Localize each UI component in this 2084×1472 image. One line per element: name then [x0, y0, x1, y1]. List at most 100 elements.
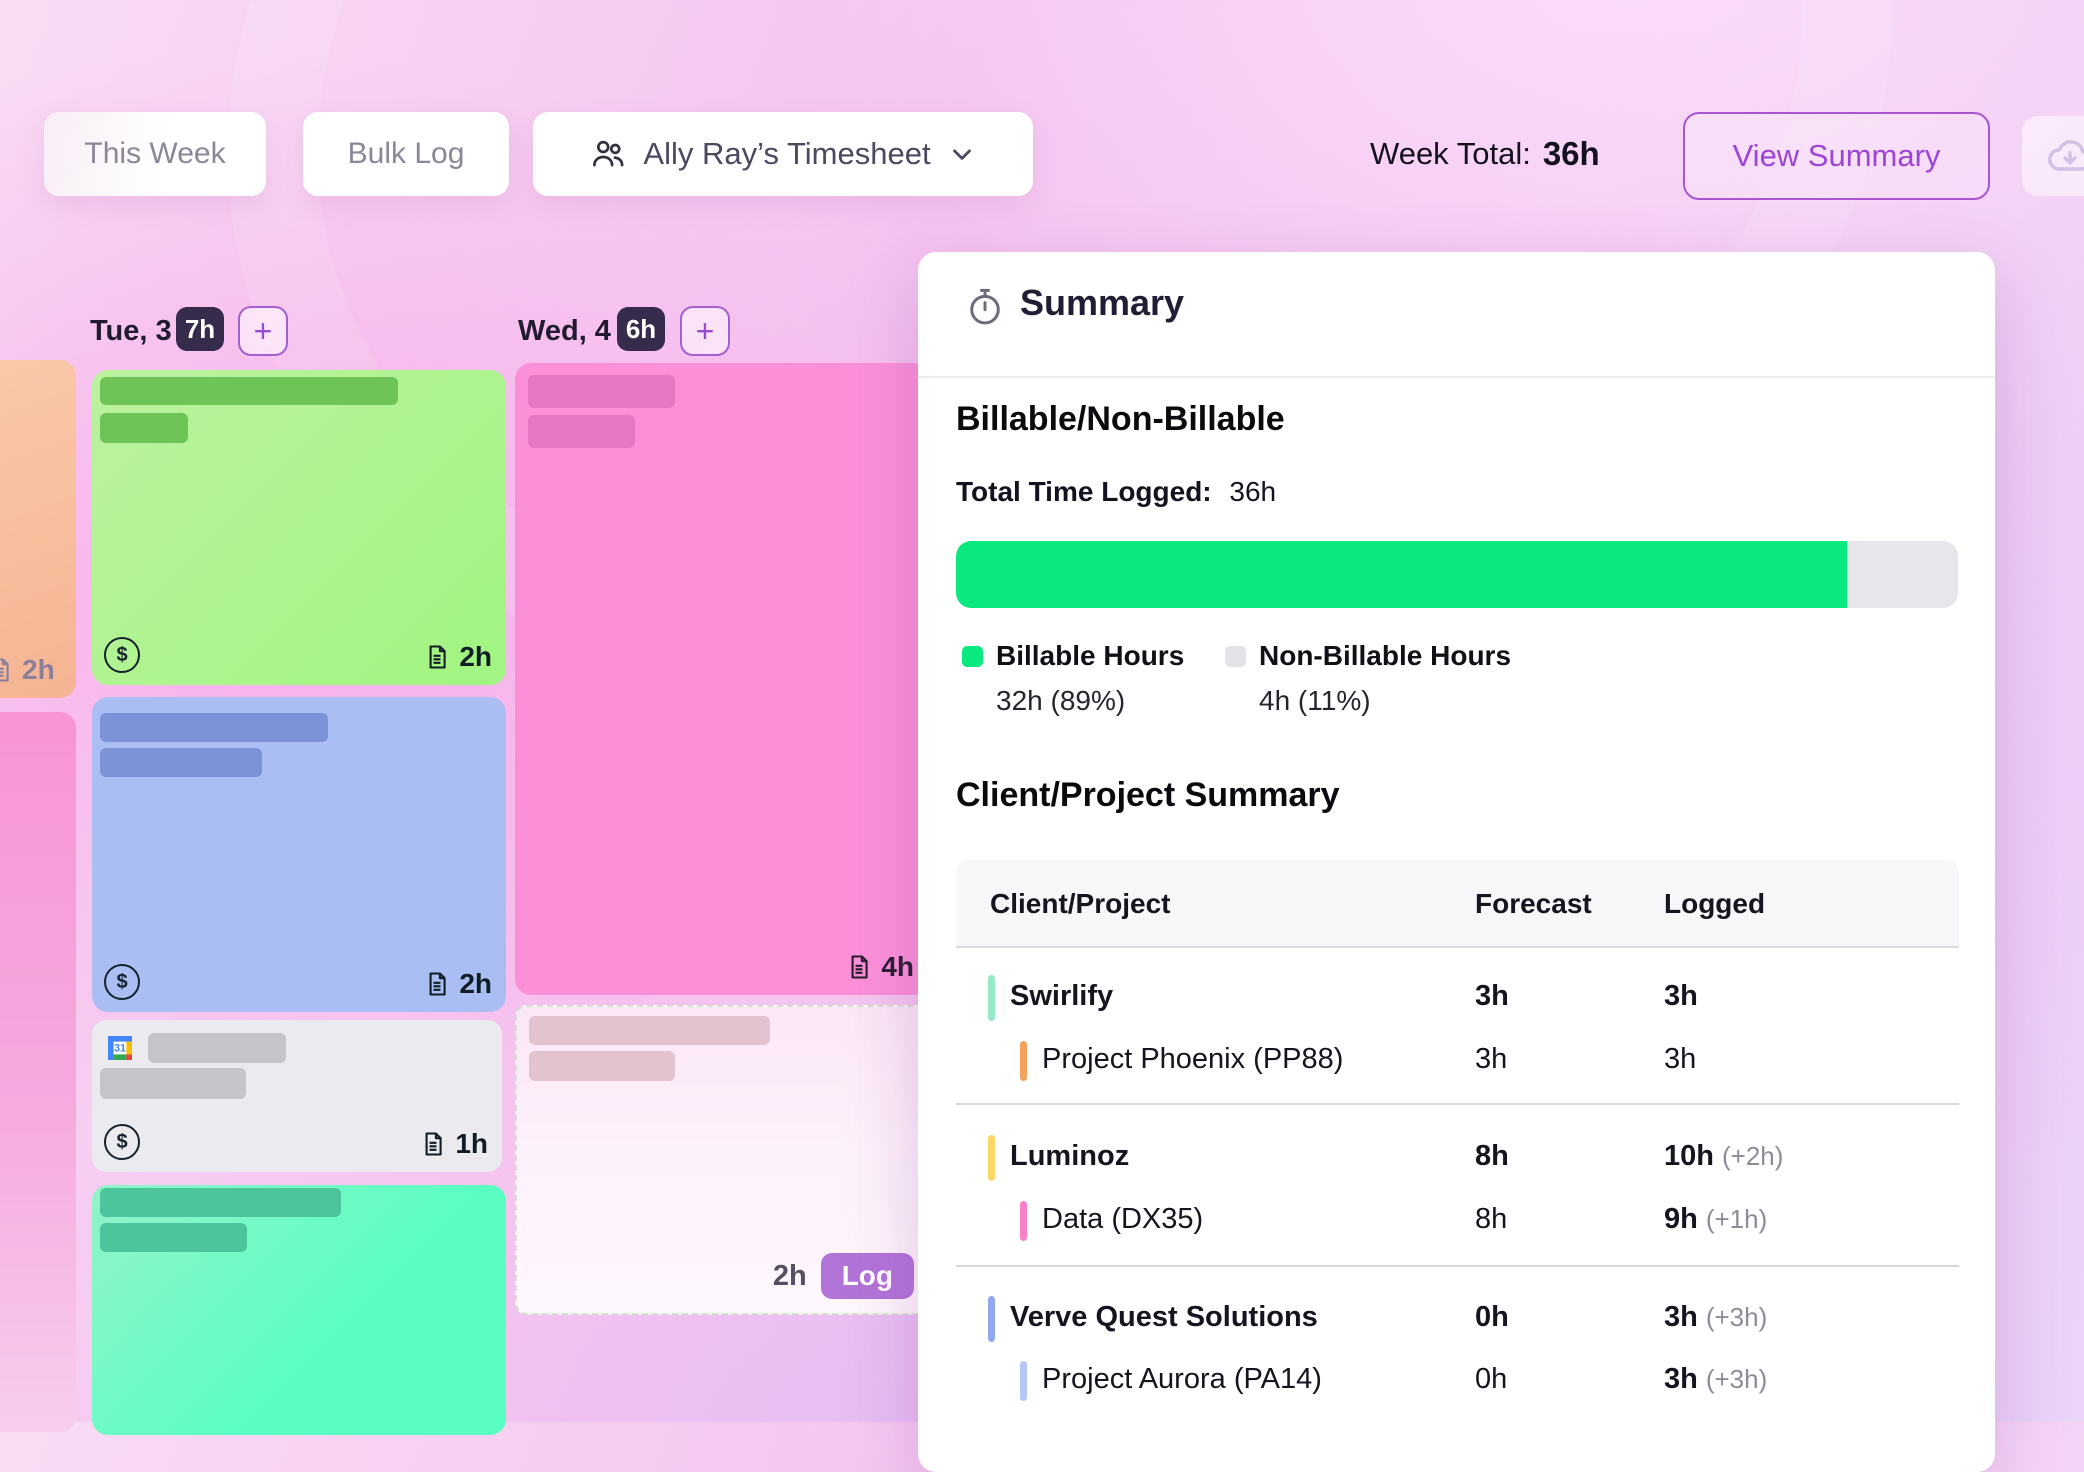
redacted-text-bar	[528, 415, 635, 448]
table-row-project: Project Aurora (PA14) 0h 3h (+3h)	[956, 1355, 1959, 1407]
add-entry-button-wed[interactable]: +	[680, 306, 730, 356]
stopwatch-icon	[964, 286, 1006, 328]
billable-icon: $	[104, 637, 140, 673]
google-calendar-icon: 31	[104, 1032, 136, 1064]
table-row-client: Verve Quest Solutions 0h 3h (+3h)	[956, 1293, 1959, 1345]
project-color-bar	[1020, 1361, 1027, 1401]
col-client-project: Client/Project	[990, 888, 1171, 919]
client-color-bar	[988, 1135, 995, 1181]
plus-icon: +	[253, 313, 273, 349]
billable-progress-fill	[956, 541, 1847, 608]
add-entry-button-tue[interactable]: +	[238, 306, 288, 356]
note-icon	[0, 656, 14, 684]
billable-progress-bar	[956, 541, 1958, 608]
summary-panel: Summary Billable/Non-Billable Total Time…	[918, 252, 1995, 1472]
svg-text:31: 31	[114, 1043, 126, 1055]
this-week-label: This Week	[84, 137, 226, 170]
redacted-text-bar	[100, 713, 328, 742]
time-entry-block-calendar-event[interactable]: 31 $ 1h	[92, 1020, 502, 1172]
note-icon	[423, 970, 451, 998]
logged-value: 3h	[1664, 980, 1698, 1012]
note-icon	[423, 643, 451, 671]
logged-value: 3h (+3h)	[1664, 1301, 1768, 1333]
time-entry-block-prev-day-2[interactable]	[0, 712, 76, 1432]
billable-legend-label: Billable Hours	[996, 640, 1185, 671]
time-entry-block-teal[interactable]	[92, 1185, 506, 1435]
billable-indicator[interactable]: $	[104, 637, 140, 673]
billable-section-heading: Billable/Non-Billable	[956, 400, 1285, 438]
client-color-bar	[988, 975, 995, 1021]
week-total-label: Week Total:	[1370, 136, 1531, 171]
billable-legend-swatch	[962, 646, 983, 667]
day-total-badge-tue: 7h	[176, 307, 224, 351]
billable-indicator[interactable]: $	[104, 964, 140, 1000]
draft-entry-actions: 2h Log	[773, 1253, 914, 1299]
table-row-project: Project Phoenix (PP88) 3h 3h	[956, 1035, 1959, 1087]
plus-icon: +	[695, 313, 715, 349]
chevron-down-icon	[947, 139, 977, 169]
bulk-log-label: Bulk Log	[347, 137, 465, 170]
logged-value: 3h (+3h)	[1664, 1363, 1768, 1395]
bulk-log-button[interactable]: Bulk Log	[303, 112, 509, 196]
note-icon	[419, 1130, 447, 1158]
table-row-project: Data (DX35) 8h 9h (+1h)	[956, 1195, 1959, 1247]
timesheet-selector[interactable]: Ally Ray’s Timesheet	[533, 112, 1033, 196]
time-entry-block-prev-day[interactable]: 2h	[0, 360, 76, 698]
note-icon	[845, 953, 873, 981]
redacted-text-bar	[100, 1223, 247, 1252]
nonbillable-legend-label: Non-Billable Hours	[1259, 640, 1512, 671]
table-header: Client/Project Forecast Logged	[956, 860, 1959, 948]
logged-value: 10h (+2h)	[1664, 1140, 1784, 1172]
draft-hours: 2h	[772, 1259, 807, 1292]
table-row-client: Luminoz 8h 10h (+2h)	[956, 1132, 1959, 1184]
col-logged: Logged	[1664, 888, 1766, 919]
export-download-button[interactable]	[2022, 116, 2084, 196]
redacted-text-bar	[529, 1016, 770, 1045]
redacted-text-bar	[100, 1068, 246, 1099]
time-entry-block-green[interactable]: $ 2h	[92, 370, 506, 685]
redacted-text-bar	[100, 413, 188, 443]
day-header-tue: Tue, 3	[90, 315, 172, 347]
view-summary-label: View Summary	[1732, 138, 1941, 173]
row-divider	[956, 1103, 1959, 1105]
day-total-badge-wed: 6h	[617, 307, 665, 351]
divider	[918, 376, 1995, 378]
table-row-client: Swirlify 3h 3h	[956, 972, 1959, 1024]
timesheet-selector-label: Ally Ray’s Timesheet	[643, 136, 931, 171]
billable-icon: $	[104, 964, 140, 1000]
total-time-logged: Total Time Logged: 36h	[956, 476, 1277, 507]
logged-value: 3h	[1664, 1043, 1697, 1075]
nonbillable-legend-swatch	[1225, 646, 1246, 667]
this-week-button[interactable]: This Week	[44, 112, 266, 196]
logged-value: 9h (+1h)	[1664, 1203, 1768, 1235]
entry-hours: 2h	[423, 641, 492, 673]
people-icon	[589, 135, 627, 173]
entry-hours: 1h	[419, 1128, 488, 1160]
billable-indicator[interactable]: $	[104, 1124, 140, 1160]
billable-icon: $	[104, 1124, 140, 1160]
nonbillable-legend-value: 4h (11%)	[1259, 685, 1371, 716]
redacted-text-bar	[100, 748, 262, 777]
time-entry-block-pink[interactable]: 4h	[515, 363, 930, 995]
summary-title: Summary	[1020, 282, 1185, 323]
redacted-text-bar	[100, 377, 398, 405]
entry-hours: 4h	[845, 951, 914, 983]
redacted-text-bar	[100, 1188, 341, 1217]
week-total-value: 36h	[1542, 135, 1600, 172]
week-total: Week Total: 36h	[1370, 112, 1600, 196]
redacted-text-bar	[148, 1033, 286, 1063]
cloud-download-icon	[2044, 130, 2084, 182]
entry-hours: 2h	[423, 968, 492, 1000]
redacted-text-bar	[528, 375, 675, 408]
client-section-heading: Client/Project Summary	[956, 776, 1340, 814]
project-color-bar	[1020, 1041, 1027, 1081]
log-button[interactable]: Log	[820, 1253, 914, 1299]
time-entry-block-blue[interactable]: $ 2h	[92, 697, 506, 1012]
client-color-bar	[988, 1296, 995, 1342]
row-divider	[956, 1265, 1959, 1267]
view-summary-button[interactable]: View Summary	[1683, 112, 1990, 200]
suggested-entry-block-draft[interactable]: 2h Log	[515, 1005, 930, 1315]
day-header-wed: Wed, 4	[518, 315, 611, 347]
billable-legend-value: 32h (89%)	[996, 685, 1126, 716]
redacted-text-bar	[529, 1051, 675, 1081]
